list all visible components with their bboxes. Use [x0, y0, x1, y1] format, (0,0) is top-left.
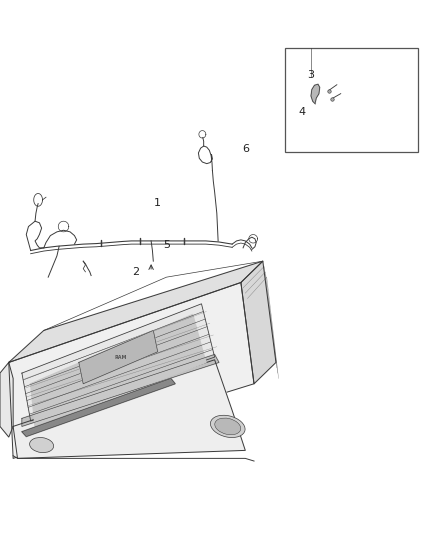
Text: 4: 4 — [299, 107, 306, 117]
Polygon shape — [22, 304, 215, 421]
Text: 5: 5 — [163, 240, 170, 250]
Polygon shape — [311, 84, 320, 104]
Polygon shape — [13, 360, 245, 458]
Ellipse shape — [215, 418, 241, 435]
Polygon shape — [22, 378, 175, 437]
Text: 3: 3 — [307, 70, 314, 79]
Text: 1: 1 — [154, 198, 161, 207]
Polygon shape — [241, 261, 276, 384]
Text: 2: 2 — [132, 267, 139, 277]
Bar — [285, 48, 418, 152]
Ellipse shape — [30, 438, 53, 453]
Polygon shape — [0, 362, 13, 437]
Polygon shape — [22, 354, 219, 426]
Polygon shape — [9, 261, 263, 362]
Text: 6: 6 — [242, 144, 249, 154]
Polygon shape — [9, 282, 254, 458]
Polygon shape — [31, 314, 206, 426]
Polygon shape — [79, 330, 158, 384]
Text: RAM: RAM — [114, 354, 127, 360]
Ellipse shape — [210, 415, 245, 438]
